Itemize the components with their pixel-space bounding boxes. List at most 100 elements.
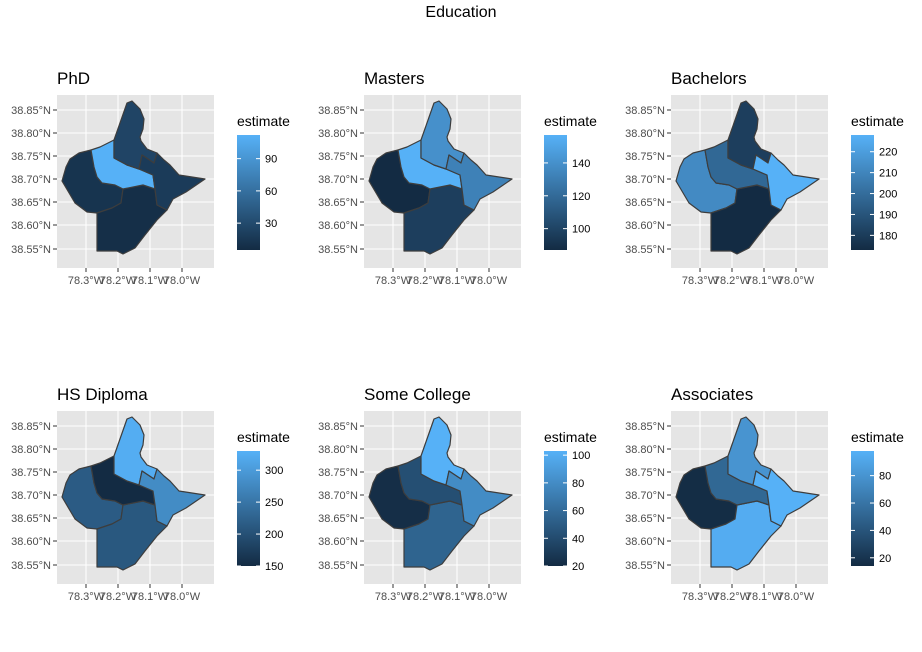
y-tick-label: 38.80°N [625,444,665,456]
y-tick-label: 38.55°N [318,244,358,256]
legend-tick-label: 120 [572,191,590,203]
x-tick-label: 78.2°W [407,591,444,603]
y-tick-label: 38.75°N [625,151,665,163]
region-east [445,468,513,527]
legend-tick-label: 60 [572,506,584,518]
region-east [752,152,820,211]
legend: estimate 30 60 90 [237,113,290,250]
panel-hs-diploma: HS Diploma 38.85°N 38.80°N 38.75°N 38.70°N 38… [11,385,290,603]
y-tick-label: 38.55°N [11,244,51,256]
x-tick-label: 78.0°W [164,275,201,287]
legend-title: estimate [544,113,597,129]
legend-tick-label: 40 [572,533,584,545]
y-tick-label: 38.55°N [625,560,665,572]
x-tick-label: 78.3°W [682,275,719,287]
legend-tick-label: 90 [265,154,277,166]
legend-title: estimate [237,113,290,129]
legend-tick-label: 200 [265,529,283,541]
panel-title: Bachelors [671,69,747,88]
figure-title: Education [425,4,496,21]
x-tick-label: 78.1°W [439,275,476,287]
y-tick-label: 38.80°N [625,128,665,140]
x-tick-label: 78.0°W [164,591,201,603]
x-tick-label: 78.0°W [778,275,815,287]
legend-tick-label: 60 [879,498,891,510]
x-tick-label: 78.2°W [100,591,137,603]
region-north [727,416,772,486]
y-tick-label: 38.60°N [11,536,51,548]
y-tick-label: 38.80°N [318,128,358,140]
y-tick-label: 38.60°N [625,536,665,548]
legend: estimate 180 190 200 210 220 [851,113,904,250]
legend-colorbar [237,451,260,566]
x-tick-label: 78.1°W [439,591,476,603]
panel-some-college: Some College 38.85°N 38.80°N 38.75°N 38.70°N… [318,385,597,603]
x-tick-label: 78.1°W [746,591,783,603]
y-tick-label: 38.70°N [11,174,51,186]
region-east [752,468,820,527]
y-tick-label: 38.75°N [11,151,51,163]
panel-title: Associates [671,385,753,404]
legend: estimate 20 40 60 80 100 [544,429,597,573]
y-tick-label: 38.65°N [11,513,51,525]
x-tick-label: 78.2°W [407,275,444,287]
panel-phd: PhD 38.85°N 38.80°N 38.75°N 38.70°N 38.65°N 38… [11,69,290,287]
legend-tick-label: 40 [879,525,891,537]
y-tick-label: 38.65°N [625,513,665,525]
legend-tick-label: 20 [572,561,584,573]
y-tick-label: 38.75°N [11,467,51,479]
panel-title: PhD [57,69,90,88]
legend-tick-label: 80 [572,478,584,490]
y-tick-label: 38.70°N [11,490,51,502]
legend-tick-label: 100 [572,224,590,236]
legend-title: estimate [851,429,904,445]
y-tick-label: 38.85°N [625,105,665,117]
y-tick-label: 38.65°N [318,197,358,209]
legend-colorbar [851,451,874,566]
y-tick-label: 38.65°N [11,197,51,209]
region-east [138,152,206,211]
legend-tick-label: 250 [265,497,283,509]
legend-tick-label: 300 [265,465,283,477]
x-tick-label: 78.3°W [68,275,105,287]
y-tick-label: 38.65°N [318,513,358,525]
y-tick-label: 38.70°N [318,174,358,186]
y-tick-label: 38.85°N [625,421,665,433]
panel-title: Masters [364,69,424,88]
y-tick-label: 38.85°N [318,105,358,117]
legend-colorbar [544,451,567,566]
x-tick-label: 78.2°W [714,591,751,603]
y-tick-label: 38.80°N [11,444,51,456]
x-tick-label: 78.1°W [746,275,783,287]
legend-tick-label: 210 [879,168,897,180]
legend-colorbar [237,135,260,250]
x-tick-label: 78.2°W [100,275,137,287]
region-east [138,468,206,527]
x-tick-label: 78.1°W [132,591,169,603]
legend-tick-label: 150 [265,561,283,573]
y-tick-label: 38.70°N [625,174,665,186]
panel-associates: Associates 38.85°N 38.80°N 38.75°N 38.70°N 38… [625,385,904,603]
legend-title: estimate [851,113,904,129]
x-tick-label: 78.3°W [68,591,105,603]
y-tick-label: 38.60°N [625,220,665,232]
y-tick-label: 38.75°N [318,467,358,479]
region-north [113,100,158,170]
x-tick-label: 78.2°W [714,275,751,287]
x-tick-label: 78.3°W [375,275,412,287]
y-tick-label: 38.85°N [11,105,51,117]
legend-title: estimate [237,429,290,445]
x-tick-label: 78.3°W [682,591,719,603]
region-north [420,100,465,170]
y-tick-label: 38.60°N [11,220,51,232]
y-tick-label: 38.80°N [11,128,51,140]
legend-tick-label: 30 [265,218,277,230]
legend: estimate 20 40 60 80 [851,429,904,566]
legend-tick-label: 20 [879,553,891,565]
y-tick-label: 38.70°N [318,490,358,502]
y-tick-label: 38.55°N [625,244,665,256]
region-north [113,416,158,486]
legend-tick-label: 200 [879,189,897,201]
legend: estimate 150 200 250 300 [237,429,290,573]
